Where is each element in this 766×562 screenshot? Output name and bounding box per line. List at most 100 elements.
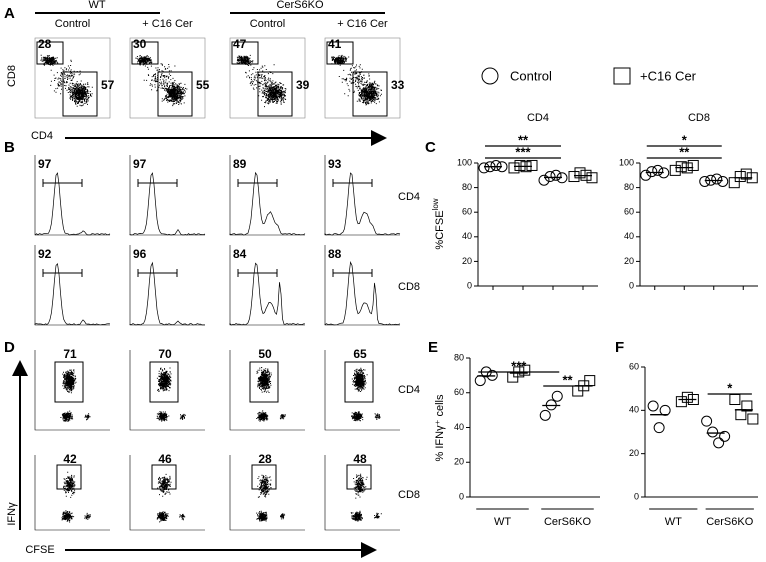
gate (137, 179, 178, 187)
y-tick-label: 60 (624, 207, 634, 217)
plot-axes (324, 350, 400, 431)
gate (131, 41, 159, 65)
gate-value: 30 (133, 37, 147, 51)
y-tick-label: 20 (629, 448, 639, 458)
plot-axes (34, 350, 110, 431)
plot-frame (129, 37, 206, 119)
data-point (568, 171, 580, 183)
significance-label: * (727, 380, 733, 395)
data-point (681, 391, 693, 403)
data-point (728, 177, 740, 189)
x-category-label: CerS6KO (544, 516, 592, 528)
condition-label: + C16 Cer (337, 18, 388, 30)
data-point (729, 394, 741, 405)
gate (332, 269, 373, 277)
histogram (129, 261, 205, 326)
gate-value: 84 (233, 247, 247, 261)
significance-label: ** (679, 144, 690, 159)
histogram (129, 172, 206, 236)
significance-label: ** (518, 132, 529, 147)
condition-label: + C16 Cer (142, 18, 193, 30)
events (256, 474, 286, 522)
gate (257, 71, 293, 117)
gate-value: 47 (233, 37, 247, 51)
significance-label: *** (515, 144, 531, 159)
gate-value: 42 (63, 452, 77, 466)
axis-label: CFSE (25, 544, 54, 556)
histogram (34, 263, 111, 326)
gate (36, 41, 64, 65)
plot-axes (229, 350, 305, 431)
y-tick-label: 20 (624, 256, 634, 266)
y-tick-label: 0 (459, 491, 464, 501)
gate (249, 361, 279, 403)
gate (42, 179, 83, 187)
data-point (646, 166, 658, 178)
y-tick-label: 0 (629, 280, 634, 290)
data-point (669, 164, 681, 176)
plot-axes (129, 350, 205, 431)
gate-value: 41 (328, 37, 342, 51)
gate (231, 41, 259, 65)
significance-label: ** (562, 372, 573, 387)
data-point (550, 169, 562, 181)
gate (326, 41, 354, 65)
gate-value: 65 (353, 347, 367, 361)
gate-value: 46 (158, 452, 172, 466)
y-tick-label: 40 (624, 231, 634, 241)
condition-label: Control (250, 18, 285, 30)
gate (237, 269, 278, 277)
data-point (659, 404, 671, 416)
events (256, 367, 286, 422)
data-point (519, 364, 531, 376)
gate (56, 464, 82, 490)
data-point (734, 171, 746, 183)
histogram (229, 171, 306, 236)
condition-label: Control (55, 18, 90, 30)
gate-value: 97 (38, 157, 52, 171)
axis-label: CD8 (6, 65, 18, 87)
panel-label: D (4, 339, 15, 356)
data-point (652, 164, 664, 176)
gate (137, 269, 178, 277)
gate-value: 28 (258, 452, 272, 466)
gate (54, 361, 84, 403)
gate-value: 89 (233, 157, 247, 171)
gate (237, 179, 278, 187)
y-tick-label: 40 (462, 231, 472, 241)
legend-label: +C16 Cer (640, 68, 697, 83)
data-point (490, 159, 502, 171)
events (156, 367, 186, 422)
gate-value: 93 (328, 157, 342, 171)
group-label: CerS6KO (276, 0, 324, 11)
y-tick-label: 40 (454, 422, 464, 432)
y-tick-label: 0 (634, 491, 639, 501)
data-point (647, 400, 659, 412)
plot-frame (34, 37, 111, 119)
gate-value: 28 (38, 37, 52, 51)
row-label: CD4 (398, 191, 420, 203)
gate-value: 55 (196, 78, 210, 92)
significance-label: *** (511, 358, 527, 373)
data-point (574, 167, 586, 179)
gate-value: 57 (101, 78, 115, 92)
data-point (514, 159, 526, 171)
gate (42, 269, 83, 277)
data-point (717, 175, 729, 187)
histogram (324, 172, 401, 236)
data-point (711, 173, 723, 185)
data-point (740, 168, 752, 180)
plot-axes (34, 455, 110, 531)
group-label: WT (88, 0, 105, 11)
data-point (707, 426, 719, 438)
y-tick-label: 20 (454, 457, 464, 467)
data-point (586, 172, 598, 184)
events (40, 54, 93, 107)
data-point (687, 159, 699, 171)
data-point (701, 415, 713, 427)
x-category-label: WT (665, 516, 682, 528)
events (351, 367, 381, 422)
panel-label: A (4, 5, 15, 22)
axis-label: %CFSElow (431, 198, 446, 249)
